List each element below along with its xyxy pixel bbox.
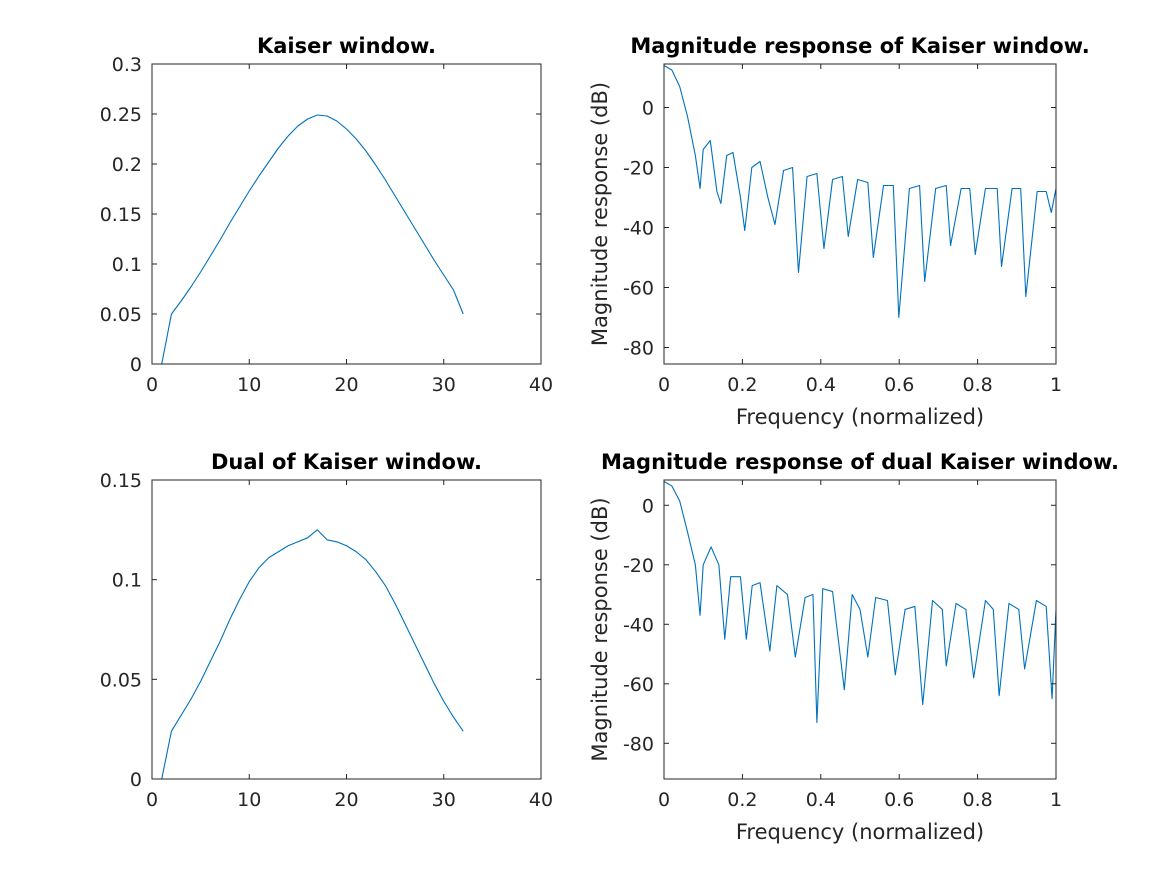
x-tick-label: 40	[529, 374, 553, 396]
x-tick-label: 0.6	[884, 789, 914, 811]
x-tick-label: 0	[658, 374, 670, 396]
x-tick-label: 30	[432, 374, 456, 396]
y-tick-label: 0	[130, 354, 142, 376]
x-tick-label: 0.8	[962, 374, 992, 396]
x-tick-label: 0	[146, 789, 158, 811]
y-tick-label: 0.3	[112, 54, 142, 76]
panel-dual-kaiser-magnitude-response: Magnitude response of dual Kaiser window…	[588, 450, 1119, 844]
y-tick-label: -20	[623, 158, 654, 180]
y-tick-label: 0.2	[112, 154, 142, 176]
x-tick-label: 1	[1050, 374, 1062, 396]
x-tick-label: 20	[334, 789, 358, 811]
y-tick-label: 0.05	[100, 669, 142, 691]
y-tick-label: 0	[642, 98, 654, 120]
x-tick-label: 40	[529, 789, 553, 811]
chart-title: Dual of Kaiser window.	[211, 450, 482, 474]
chart-title: Kaiser window.	[257, 34, 436, 58]
x-tick-label: 0.2	[727, 374, 757, 396]
x-tick-label: 10	[237, 374, 261, 396]
y-tick-label: -60	[623, 278, 654, 300]
axes-box	[663, 63, 1057, 365]
series-line	[664, 65, 1056, 319]
y-tick-label: -40	[623, 614, 654, 636]
y-tick-label: 0.1	[112, 254, 142, 276]
panel-kaiser-window: Kaiser window. 0 10 20 30 40 0 0.05 0.1 0.15 0.2 0.…	[100, 34, 553, 396]
y-tick-label: 0.15	[100, 470, 142, 492]
x-tick-label: 20	[334, 374, 358, 396]
x-tick-label: 10	[237, 789, 261, 811]
y-axis-label: Magnitude response (dB)	[588, 497, 612, 761]
series-line	[161, 529, 464, 779]
y-tick-label: -40	[623, 218, 654, 240]
y-axis-label: Magnitude response (dB)	[588, 82, 612, 346]
panel-kaiser-magnitude-response: Magnitude response of Kaiser window. 0 0.2…	[588, 34, 1090, 429]
axes-box	[663, 479, 1057, 780]
y-tick-label: 0	[130, 769, 142, 791]
x-tick-label: 0.6	[884, 374, 914, 396]
series-line	[161, 114, 464, 364]
x-tick-label: 0.4	[806, 374, 836, 396]
y-tick-label: 0.15	[100, 204, 142, 226]
chart-title: Magnitude response of Kaiser window.	[630, 34, 1089, 58]
y-tick-label: 0.05	[100, 304, 142, 326]
x-tick-label: 0.8	[962, 789, 992, 811]
y-tick-label: -60	[623, 674, 654, 696]
x-tick-label: 0.4	[806, 789, 836, 811]
y-tick-label: 0.25	[100, 104, 142, 126]
x-tick-label: 30	[432, 789, 456, 811]
x-axis-label: Frequency (normalized)	[736, 405, 984, 429]
y-tick-label: -20	[623, 555, 654, 577]
panel-dual-kaiser-window: Dual of Kaiser window. 0 10 20 30 40 0 0.05 0.1 0…	[100, 450, 553, 811]
x-tick-label: 0.2	[727, 789, 757, 811]
x-tick-label: 0	[658, 789, 670, 811]
series-line	[664, 481, 1056, 724]
y-tick-label: -80	[623, 733, 654, 755]
x-tick-label: 1	[1050, 789, 1062, 811]
x-axis-label: Frequency (normalized)	[736, 820, 984, 844]
y-tick-label: 0.1	[112, 570, 142, 592]
y-tick-label: -80	[623, 338, 654, 360]
chart-title: Magnitude response of dual Kaiser window…	[601, 450, 1119, 474]
y-tick-label: 0	[642, 495, 654, 517]
x-tick-label: 0	[146, 374, 158, 396]
